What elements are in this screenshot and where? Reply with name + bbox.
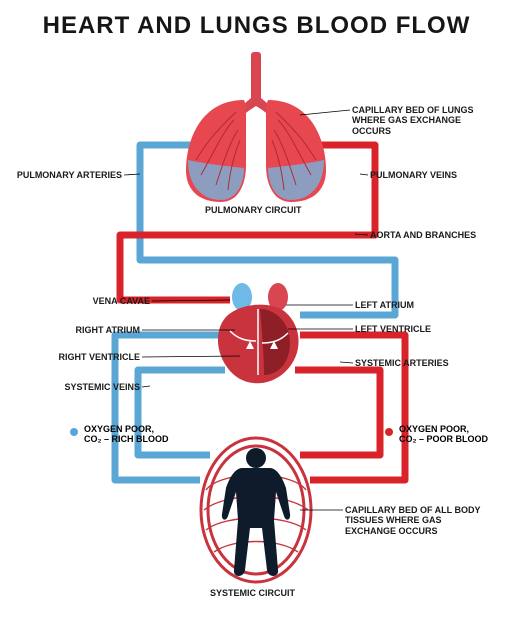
label-left-2: RIGHT ATRIUM [60, 325, 140, 335]
label-right-6: CAPILLARY BED OF ALL BODY TISSUES WHERE … [345, 505, 485, 536]
label-left-1: VENA CAVAE [80, 296, 150, 306]
label-left-4: SYSTEMIC VEINS [40, 382, 140, 392]
label-right-2: AORTA AND BRANCHES [370, 230, 500, 240]
body-icon [201, 438, 311, 582]
label-right-3: LEFT ATRIUM [355, 300, 455, 310]
sublabel-systemic: SYSTEMIC CIRCUIT [210, 588, 295, 598]
legend-dot-oxygen-rich [385, 428, 393, 436]
label-left-3: RIGHT VENTRICLE [40, 352, 140, 362]
legend-dot-oxygen-poor [70, 428, 78, 436]
label-right-0: CAPILLARY BED OF LUNGS WHERE GAS EXCHANG… [352, 105, 502, 136]
label-right-1: PULMONARY VEINS [370, 170, 490, 180]
sublabel-pulmonary: PULMONARY CIRCUIT [205, 205, 302, 215]
legend-oxygen-poor: OXYGEN POOR, CO₂ – RICH BLOOD [84, 424, 169, 445]
label-right-4: LEFT VENTRICLE [355, 324, 455, 334]
label-left-0: PULMONARY ARTERIES [12, 170, 122, 180]
legend-poor-line1: OXYGEN POOR, [84, 424, 154, 434]
heart-icon [218, 283, 299, 383]
legend-oxygen-rich: OXYGEN POOR, CO₂ – POOR BLOOD [399, 424, 488, 445]
legend-rich-line2: CO₂ – POOR BLOOD [399, 434, 488, 444]
lungs-icon [186, 52, 326, 202]
legend-rich-line1: OXYGEN POOR, [399, 424, 469, 434]
label-right-5: SYSTEMIC ARTERIES [355, 358, 475, 368]
legend-poor-line2: CO₂ – RICH BLOOD [84, 434, 169, 444]
